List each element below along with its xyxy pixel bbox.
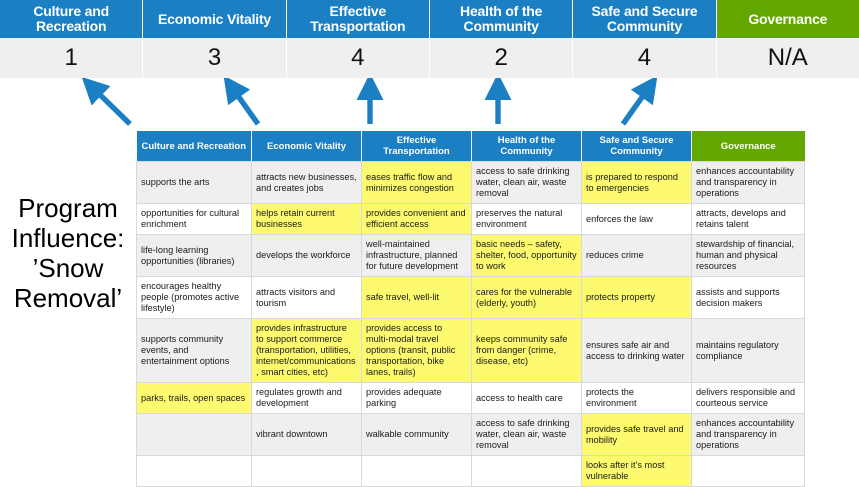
matrix-cell[interactable]: ensures safe air and access to drinking … <box>581 318 692 383</box>
matrix-header-culture-and-recreation[interactable]: Culture and Recreation <box>136 131 252 162</box>
matrix-header-effective-transportation[interactable]: Effective Transportation <box>361 131 472 162</box>
matrix-cell[interactable]: basic needs – safety, shelter, food, opp… <box>471 234 582 277</box>
matrix-cell[interactable]: encourages healthy people (promotes acti… <box>136 276 252 319</box>
matrix-cell[interactable]: supports community events, and entertain… <box>136 318 252 383</box>
matrix-cell[interactable]: attracts visitors and tourism <box>251 276 362 319</box>
influence-matrix-table: Culture and Recreation Economic Vitality… <box>136 131 805 487</box>
matrix-cell[interactable] <box>691 455 805 487</box>
scorecard-banner: Culture and Recreation Economic Vitality… <box>0 0 859 78</box>
matrix-cell[interactable]: delivers responsible and courteous servi… <box>691 382 805 414</box>
matrix-cell[interactable]: attracts, develops and retains talent <box>691 203 805 235</box>
banner-header-label: Culture and Recreation <box>33 3 109 34</box>
matrix-header-governance[interactable]: Governance <box>691 131 805 162</box>
banner-score-safe-and-secure-community: 4 <box>573 38 717 78</box>
matrix-cell[interactable]: access to safe drinking water, clean air… <box>471 413 582 456</box>
matrix-cell[interactable]: provides adequate parking <box>361 382 472 414</box>
banner-header-label: Economic Vitality <box>157 10 272 27</box>
banner-score-culture-and-recreation: 1 <box>0 38 144 78</box>
matrix-cell[interactable]: access to safe drinking water, clean air… <box>471 161 582 204</box>
matrix-cell[interactable]: keeps community safe from danger (crime,… <box>471 318 582 383</box>
matrix-cell[interactable]: protects property <box>581 276 692 319</box>
program-label-line-2: Influence: <box>11 223 125 253</box>
matrix-cell[interactable]: cares for the vulnerable (elderly, youth… <box>471 276 582 319</box>
influence-matrix: Culture and Recreation Economic Vitality… <box>136 131 805 487</box>
matrix-cell[interactable]: eases traffic flow and minimizes congest… <box>361 161 472 204</box>
banner-header-safe-and-secure-community[interactable]: Safe and Secure Community <box>573 0 717 38</box>
matrix-row: encourages healthy people (promotes acti… <box>136 276 805 319</box>
banner-header-label: Safe and Secure Community <box>591 3 698 34</box>
banner-score-health-of-the-community: 2 <box>429 38 574 78</box>
matrix-cell[interactable]: stewardship of financial, human and phys… <box>691 234 805 277</box>
matrix-cell[interactable]: provides access to multi-modal travel op… <box>361 318 472 383</box>
matrix-cell[interactable]: opportunities for cultural enrichment <box>136 203 252 235</box>
matrix-row: life-long learning opportunities (librar… <box>136 234 805 277</box>
matrix-cell[interactable]: provides infrastructure to support comme… <box>251 318 362 383</box>
matrix-cell[interactable]: attracts new businesses, and creates job… <box>251 161 362 204</box>
matrix-row: supports community events, and entertain… <box>136 318 805 383</box>
matrix-header-health-of-the-community[interactable]: Health of the Community <box>471 131 582 162</box>
matrix-cell[interactable]: life-long learning opportunities (librar… <box>136 234 252 277</box>
banner-score-row: 1 3 4 2 4 N/A <box>0 38 859 78</box>
matrix-row: supports the arts attracts new businesses… <box>136 161 805 204</box>
program-label-line-4: Removal’ <box>13 283 123 313</box>
banner-score-economic-vitality: 3 <box>143 38 287 78</box>
program-label-line-1: Program <box>18 193 118 223</box>
matrix-cell[interactable]: enhances accountability and transparency… <box>691 161 805 204</box>
banner-header-culture-and-recreation[interactable]: Culture and Recreation <box>0 0 144 38</box>
matrix-cell[interactable]: reduces crime <box>581 234 692 277</box>
matrix-body: supports the arts attracts new businesses… <box>136 161 805 487</box>
banner-header-economic-vitality[interactable]: Economic Vitality <box>143 0 287 38</box>
banner-header-label: Health of the Community <box>460 3 543 34</box>
matrix-cell[interactable] <box>136 455 252 487</box>
banner-header-effective-transportation[interactable]: Effective Transportation <box>286 0 430 38</box>
matrix-cell[interactable]: provides safe travel and mobility <box>581 413 692 456</box>
banner-score-effective-transportation: 4 <box>286 38 430 78</box>
matrix-cell[interactable] <box>471 455 582 487</box>
matrix-cell[interactable]: walkable community <box>361 413 472 456</box>
matrix-cell[interactable]: safe travel, well-lit <box>361 276 472 319</box>
matrix-cell[interactable]: parks, trails, open spaces <box>136 382 252 414</box>
matrix-header-safe-and-secure-community[interactable]: Safe and Secure Community <box>581 131 692 162</box>
banner-score-governance: N/A <box>716 38 859 78</box>
matrix-cell[interactable]: enforces the law <box>581 203 692 235</box>
arrow-to-culture-and-recreation <box>81 78 132 126</box>
matrix-cell[interactable] <box>251 455 362 487</box>
program-label-line-3: ’Snow <box>32 253 104 283</box>
matrix-cell[interactable] <box>361 455 472 487</box>
matrix-cell[interactable]: protects the environment <box>581 382 692 414</box>
matrix-cell[interactable]: provides convenient and efficient access <box>361 203 472 235</box>
banner-header-health-of-the-community[interactable]: Health of the Community <box>429 0 574 38</box>
banner-header-label: Effective Transportation <box>310 3 406 34</box>
matrix-cell[interactable] <box>136 413 252 456</box>
arrow-group <box>81 78 658 126</box>
matrix-cell[interactable]: maintains regulatory compliance <box>691 318 805 383</box>
program-influence-label: Program Influence: ’Snow Removal’ <box>4 193 132 313</box>
matrix-cell[interactable]: supports the arts <box>136 161 252 204</box>
matrix-cell[interactable]: vibrant downtown <box>251 413 362 456</box>
matrix-cell[interactable]: assists and supports decision makers <box>691 276 805 319</box>
banner-header-label: Governance <box>748 10 828 27</box>
matrix-cell[interactable]: preserves the natural environment <box>471 203 582 235</box>
matrix-cell[interactable]: looks after it’s most vulnerable <box>581 455 692 487</box>
matrix-cell[interactable]: enhances accountability and transparency… <box>691 413 805 456</box>
matrix-cell[interactable]: is prepared to respond to emergencies <box>581 161 692 204</box>
arrow-to-economic-vitality <box>223 78 261 126</box>
matrix-row: parks, trails, open spaces regulates grow… <box>136 382 805 414</box>
matrix-header-row: Culture and Recreation Economic Vitality… <box>136 131 805 162</box>
matrix-header: Culture and Recreation Economic Vitality… <box>136 131 805 162</box>
matrix-cell[interactable]: access to health care <box>471 382 582 414</box>
matrix-cell[interactable]: helps retain current businesses <box>251 203 362 235</box>
arrow-to-safe-and-secure-community <box>620 78 658 126</box>
matrix-cell[interactable]: well-maintained infrastructure, planned … <box>361 234 472 277</box>
matrix-row: vibrant downtown walkable community access… <box>136 413 805 456</box>
banner-header-row: Culture and Recreation Economic Vitality… <box>0 0 859 38</box>
matrix-row: looks after it’s most vulnerable <box>136 455 805 487</box>
matrix-cell[interactable]: develops the workforce <box>251 234 362 277</box>
matrix-row: opportunities for cultural enrichment hel… <box>136 203 805 235</box>
matrix-cell[interactable]: regulates growth and development <box>251 382 362 414</box>
matrix-header-economic-vitality[interactable]: Economic Vitality <box>251 131 362 162</box>
banner-header-governance[interactable]: Governance <box>716 0 859 38</box>
